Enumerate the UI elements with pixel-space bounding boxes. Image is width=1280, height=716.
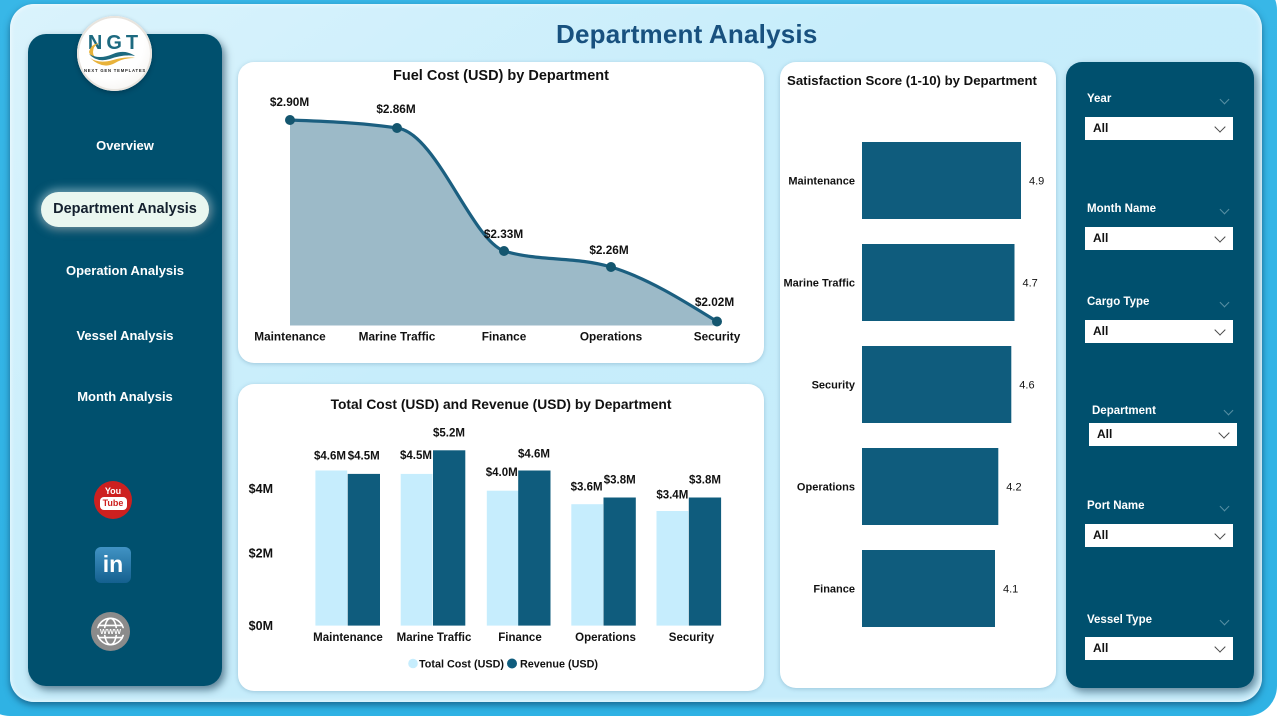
svg-text:$2.90M: $2.90M (270, 95, 310, 109)
svg-text:Total Cost (USD): Total Cost (USD) (419, 659, 504, 671)
svg-text:$3.8M: $3.8M (604, 474, 636, 486)
svg-text:$0M: $0M (249, 619, 273, 633)
svg-text:$2.02M: $2.02M (695, 295, 735, 309)
svg-text:$2.86M: $2.86M (376, 102, 416, 116)
svg-text:Operations: Operations (580, 330, 643, 344)
svg-text:Finance: Finance (498, 632, 541, 644)
svg-text:Marine Traffic: Marine Traffic (783, 278, 855, 290)
svg-text:$3.8M: $3.8M (689, 474, 721, 486)
svg-text:Finance: Finance (482, 330, 527, 344)
svg-text:Operations: Operations (797, 482, 855, 494)
svg-text:$3.6M: $3.6M (571, 481, 603, 493)
svg-text:Maintenance: Maintenance (788, 176, 855, 188)
svg-text:$4.6M: $4.6M (314, 450, 346, 462)
svg-text:$4.5M: $4.5M (348, 450, 380, 462)
svg-text:Security: Security (812, 380, 856, 392)
svg-text:4.1: 4.1 (1003, 584, 1018, 596)
svg-text:$2.33M: $2.33M (484, 227, 524, 241)
svg-text:Revenue (USD): Revenue (USD) (520, 659, 598, 671)
svg-text:NGT: NGT (88, 32, 142, 54)
svg-text:4.6: 4.6 (1019, 380, 1034, 392)
svg-text:Maintenance: Maintenance (254, 330, 326, 344)
svg-text:$5.2M: $5.2M (433, 428, 465, 440)
svg-text:$2M: $2M (249, 547, 273, 561)
svg-text:$4.6M: $4.6M (518, 448, 550, 460)
svg-text:$2.26M: $2.26M (589, 243, 629, 257)
svg-text:$4M: $4M (249, 482, 273, 496)
svg-text:4.2: 4.2 (1006, 482, 1021, 494)
svg-text:Marine Traffic: Marine Traffic (359, 330, 436, 344)
svg-text:WWW: WWW (100, 627, 122, 636)
svg-text:4.7: 4.7 (1023, 278, 1038, 290)
svg-text:Operations: Operations (575, 632, 636, 644)
svg-text:Security: Security (694, 330, 741, 344)
svg-text:Marine Traffic: Marine Traffic (397, 632, 472, 644)
svg-text:Maintenance: Maintenance (313, 632, 383, 644)
svg-text:Finance: Finance (813, 584, 855, 596)
svg-text:$4.0M: $4.0M (486, 467, 518, 479)
svg-text:Security: Security (669, 632, 715, 644)
svg-text:4.9: 4.9 (1029, 176, 1044, 188)
svg-text:$3.4M: $3.4M (656, 490, 688, 502)
svg-text:$4.5M: $4.5M (400, 450, 432, 462)
svg-text:NEXT GEN TEMPLATES: NEXT GEN TEMPLATES (84, 68, 146, 73)
